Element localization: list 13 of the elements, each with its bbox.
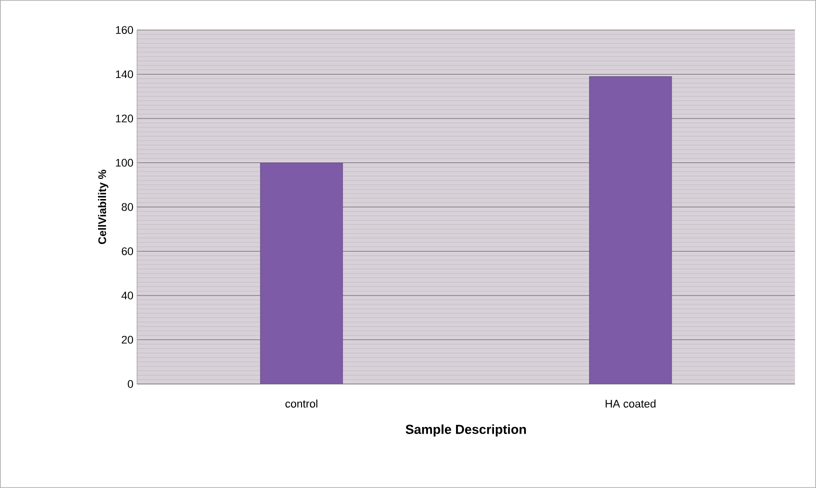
y-axis-title: CellViability % — [98, 170, 108, 244]
x-tick-label: control — [285, 400, 318, 408]
y-tick-label: 100 — [116, 158, 134, 167]
y-tick-label: 80 — [122, 203, 134, 211]
y-tick-label: 120 — [116, 114, 134, 122]
x-axis-title: Sample Description — [406, 424, 526, 437]
y-tick-label: 60 — [122, 247, 134, 256]
x-tick-label: HA coated — [606, 400, 656, 408]
y-tick-label: 160 — [116, 26, 134, 34]
y-tick-label: 20 — [122, 336, 134, 344]
y-tick-label: 0 — [128, 380, 134, 388]
y-tick-label: 40 — [121, 292, 134, 300]
y-tick-label: 140 — [116, 70, 134, 78]
